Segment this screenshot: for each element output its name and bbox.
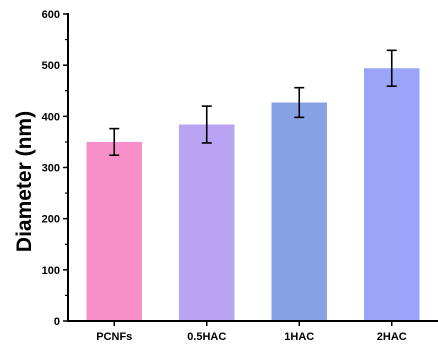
x-tick-label: 2HAC	[377, 331, 407, 343]
y-tick-label: 200	[42, 214, 60, 226]
bar-0-5hac	[179, 124, 235, 322]
bar-pcnfs	[86, 141, 142, 321]
x-tick-label: 0.5HAC	[187, 331, 226, 343]
y-tick-label: 0	[54, 316, 60, 328]
y-tick-label: 500	[42, 60, 60, 72]
x-tick-label: 1HAC	[284, 331, 314, 343]
y-axis-title: Diameter (nm)	[13, 111, 36, 252]
y-tick-label: 100	[42, 265, 60, 277]
y-tick-label: 600	[42, 9, 60, 21]
x-axis-ticks: PCNFs 0.5HAC 1HAC 2HAC	[96, 321, 407, 343]
x-tick-label: PCNFs	[96, 331, 132, 343]
bar-1hac	[271, 102, 327, 321]
y-tick-label: 300	[42, 163, 60, 175]
y-tick-label: 400	[42, 111, 60, 123]
bar-2hac	[364, 68, 420, 321]
y-axis-ticks: 0 100 200 300 400 500 600	[42, 9, 68, 328]
bars	[86, 49, 420, 322]
